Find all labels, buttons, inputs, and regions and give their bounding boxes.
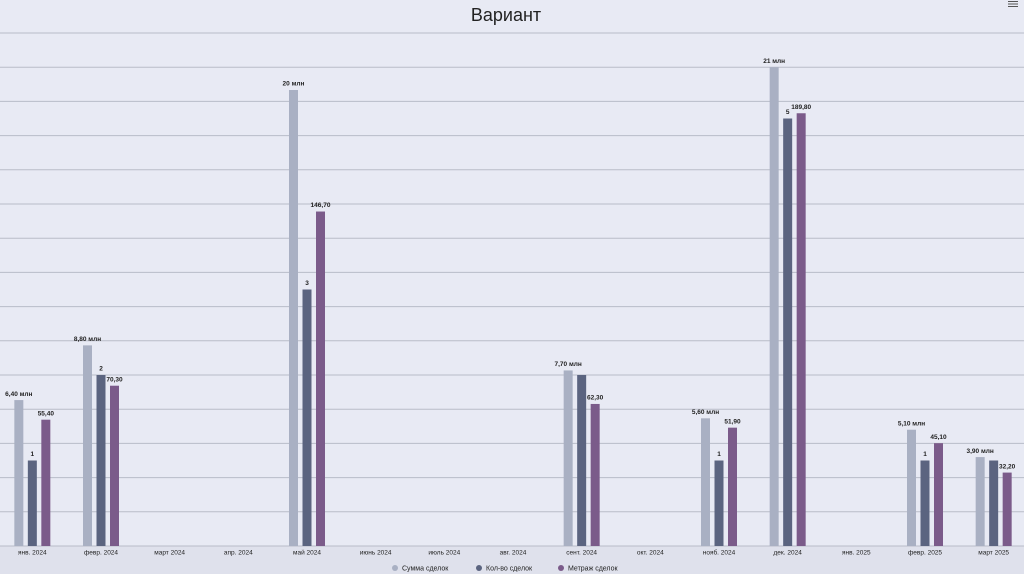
x-tick-label: февр. 2025 <box>908 550 942 557</box>
data-label: 5,60 млн <box>692 409 719 416</box>
bar <box>302 289 312 546</box>
data-label: 6,40 млн <box>5 391 32 398</box>
x-tick-label: нояб. 2024 <box>703 549 736 557</box>
bar <box>110 385 119 546</box>
data-label: 70,30 <box>106 376 123 383</box>
x-tick-label: янв. 2025 <box>842 550 871 557</box>
data-label: 5,10 млн <box>898 420 925 427</box>
chart-title: Вариант <box>471 5 541 25</box>
x-tick-label: февр. 2024 <box>84 550 118 557</box>
x-tick-label: дек. 2024 <box>774 550 803 557</box>
data-label: 2 <box>99 366 103 373</box>
data-label: 55,40 <box>38 410 55 417</box>
legend-label: Сумма сделок <box>402 565 449 572</box>
bar <box>96 375 106 546</box>
bar <box>27 460 37 546</box>
x-tick-label: авг. 2024 <box>500 550 527 557</box>
x-tick-label: янв. 2024 <box>18 550 47 557</box>
bar <box>316 211 325 547</box>
bar <box>714 460 724 546</box>
bar <box>577 375 587 546</box>
bar <box>769 67 779 546</box>
data-label: 7,70 млн <box>555 361 582 368</box>
bar <box>907 429 916 546</box>
data-label: 146,70 <box>311 202 331 209</box>
x-tick-label: июль 2024 <box>428 550 460 557</box>
bar <box>41 419 51 546</box>
legend-marker <box>558 565 564 571</box>
data-label: 3,90 млн <box>967 448 994 455</box>
legend-label: Метраж сделок <box>568 565 618 572</box>
bar <box>975 457 985 546</box>
data-label: 3 <box>305 280 309 287</box>
bar <box>1002 472 1012 546</box>
bar <box>563 370 573 546</box>
menu-icon[interactable] <box>1008 1 1018 7</box>
x-tick-label: май 2024 <box>293 549 321 557</box>
data-label: 21 млн <box>763 58 785 65</box>
x-tick-label: март 2024 <box>154 550 185 557</box>
data-label: 189,80 <box>791 104 811 111</box>
axis-band <box>0 546 1024 574</box>
x-tick-label: июнь 2024 <box>360 550 392 557</box>
bar <box>989 460 999 546</box>
legend-label: Кол-во сделок <box>486 565 533 572</box>
bar <box>289 90 298 546</box>
data-label: 5 <box>786 109 790 116</box>
x-tick-label: окт. 2024 <box>637 550 664 557</box>
bar <box>796 113 806 547</box>
x-tick-label: апр. 2024 <box>224 550 253 557</box>
legend-marker <box>392 565 398 571</box>
bar <box>14 400 24 546</box>
bar <box>920 460 930 546</box>
x-tick-label: сент. 2024 <box>566 550 597 557</box>
bar <box>701 418 710 546</box>
bar <box>934 443 943 546</box>
data-label: 1 <box>923 451 927 458</box>
data-label: 51,90 <box>724 418 741 425</box>
data-label: 1 <box>31 451 35 458</box>
x-tick-label: март 2025 <box>978 550 1009 557</box>
bar <box>83 345 92 546</box>
data-label: 32,20 <box>999 463 1016 470</box>
bar <box>783 118 793 546</box>
data-label: 1 <box>717 451 721 458</box>
bar <box>590 403 600 546</box>
data-label: 45,10 <box>930 434 947 441</box>
data-label: 8,80 млн <box>74 336 101 343</box>
legend-marker <box>476 565 482 571</box>
data-label: 62,30 <box>587 395 604 402</box>
bar <box>728 427 737 546</box>
data-label: 20 млн <box>283 81 305 88</box>
